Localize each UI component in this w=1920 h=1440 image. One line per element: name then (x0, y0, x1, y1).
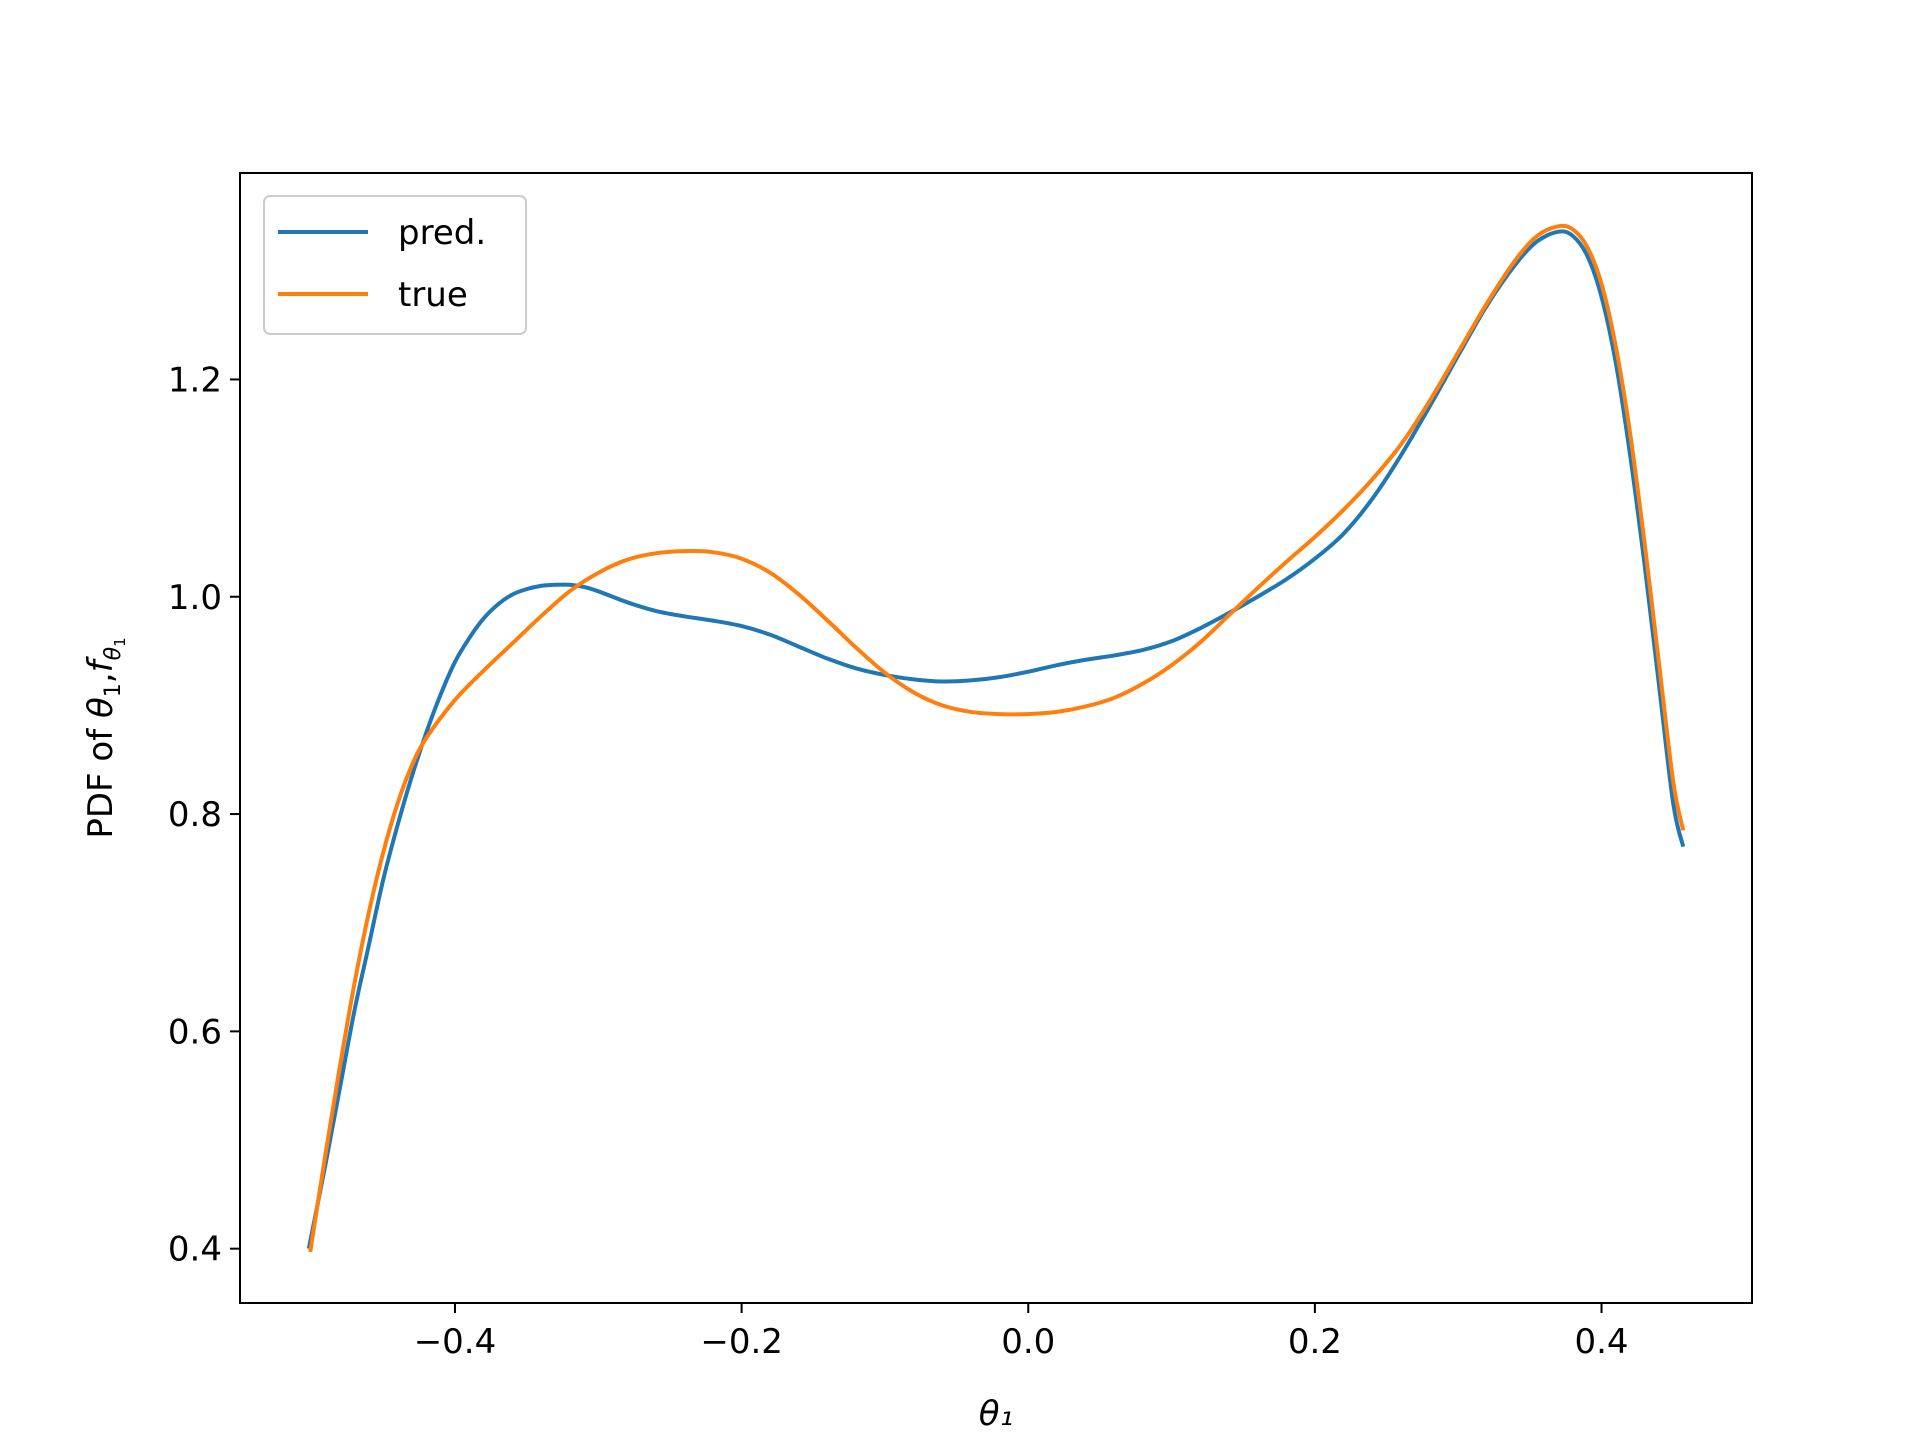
x-tick-label: 0.2 (1288, 1322, 1342, 1362)
legend-label-true: true (398, 275, 468, 315)
x-tick-label: 0.4 (1574, 1322, 1628, 1362)
series-line-true (308, 223, 1686, 1253)
legend-label-pred: pred. (398, 213, 486, 253)
y-tick-label: 1.2 (168, 360, 222, 400)
y-axis-label-f-subsubscript: 1 (111, 637, 129, 647)
x-axis-ticks: −0.4 −0.2 0.0 0.2 0.4 (414, 1303, 1629, 1362)
x-axis-label: θ₁ (979, 1394, 1013, 1434)
y-axis-label-theta: θ (81, 697, 121, 718)
y-axis-label-separator: , (81, 672, 121, 683)
y-tick-label: 0.8 (168, 795, 222, 835)
axes-frame (239, 172, 1753, 1304)
legend: pred. true (263, 195, 527, 335)
series-line-pred (306, 229, 1686, 1250)
y-axis-label: PDF of θ1,fθ1 (81, 637, 129, 838)
y-tick-label: 1.0 (168, 578, 222, 618)
y-tick-label: 0.4 (168, 1230, 222, 1270)
x-tick-label: −0.2 (700, 1322, 783, 1362)
x-tick-label: −0.4 (414, 1322, 497, 1362)
y-axis-ticks: 0.4 0.6 0.8 1.0 1.2 (168, 360, 240, 1270)
y-tick-label: 0.6 (168, 1012, 222, 1052)
y-axis-label-theta-subscript: 1 (101, 683, 126, 697)
y-axis-label-prefix: PDF of (81, 718, 121, 839)
legend-box (263, 195, 527, 335)
y-axis-label-f-subscript: θ (101, 646, 126, 660)
x-tick-label: 0.0 (1001, 1322, 1055, 1362)
plot-lines (306, 223, 1686, 1253)
